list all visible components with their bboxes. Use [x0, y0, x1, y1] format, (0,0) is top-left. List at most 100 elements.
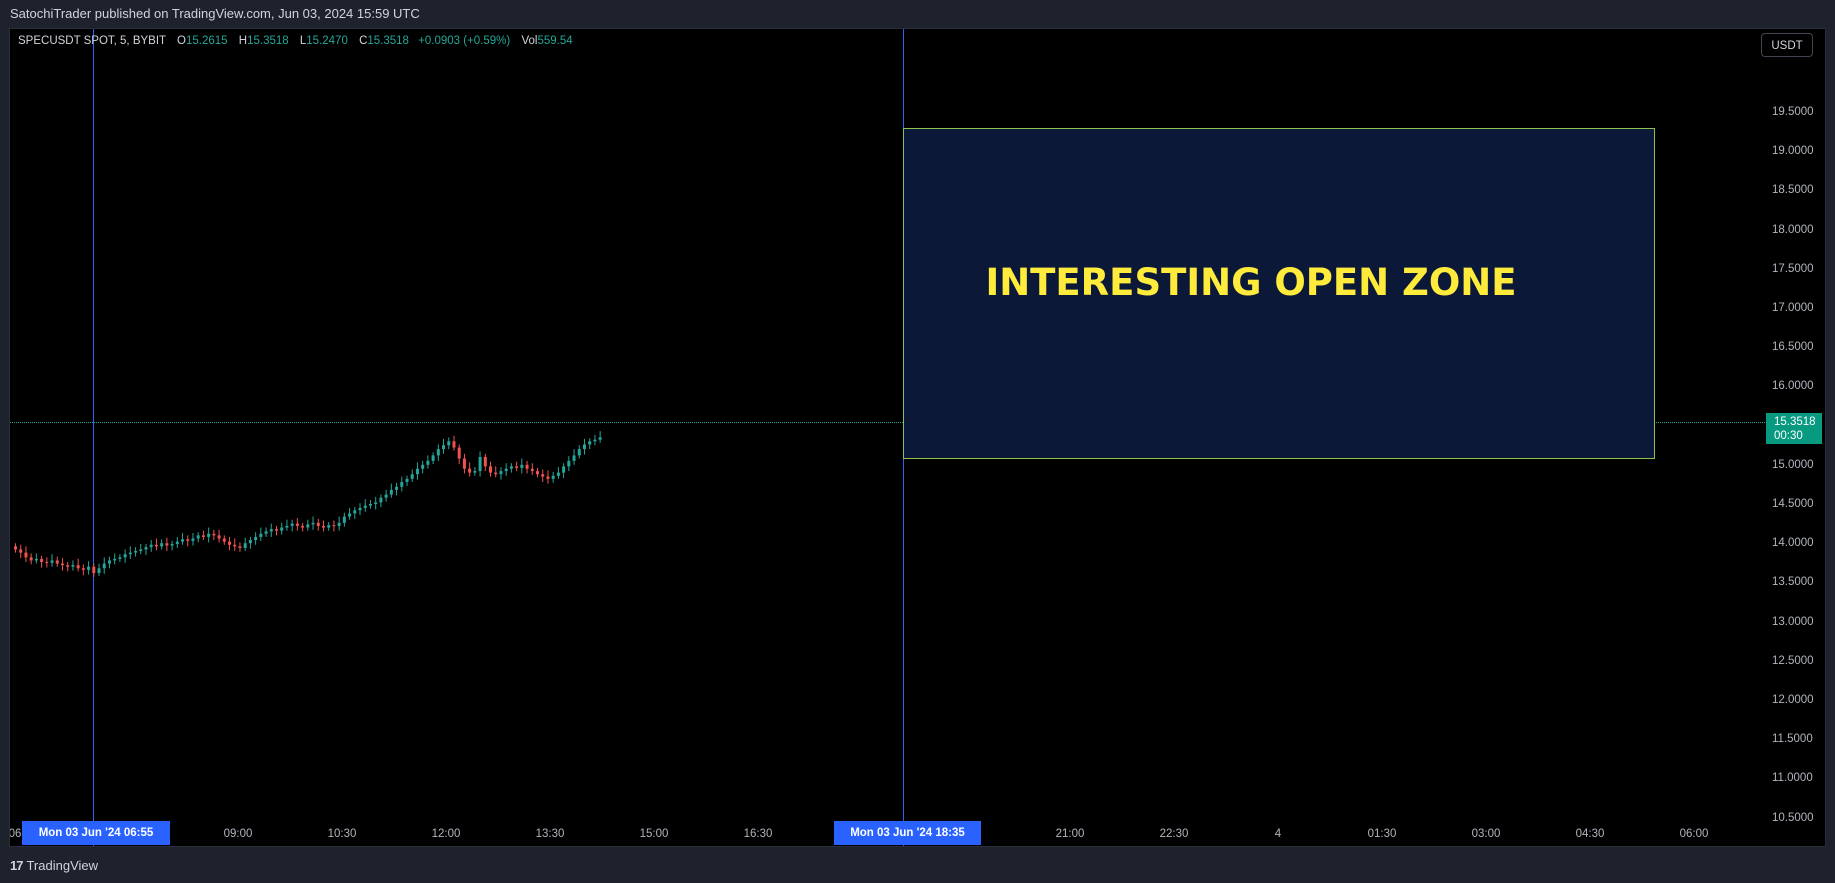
price-axis-label: 19.5000	[1772, 106, 1814, 118]
time-axis-label: 4	[1274, 828, 1282, 840]
candle-body	[462, 458, 466, 469]
candle-body	[14, 546, 17, 550]
candle-body	[113, 558, 117, 561]
candle-body	[55, 560, 59, 564]
candle-body	[29, 557, 33, 561]
candle-body	[118, 557, 122, 559]
candle-body	[572, 455, 576, 461]
candle-body	[275, 529, 278, 531]
candle-body	[71, 565, 75, 567]
price-axis-label: 14.5000	[1772, 498, 1814, 510]
candle-body	[421, 464, 425, 469]
candle-body	[139, 549, 143, 552]
price-axis-label: 17.0000	[1772, 302, 1814, 314]
candle-body	[50, 560, 54, 563]
candle-body	[447, 441, 451, 446]
candle-body	[525, 464, 529, 469]
candle-body	[165, 543, 169, 546]
candle-body	[264, 531, 268, 534]
candle-body	[436, 449, 440, 456]
candle-body	[332, 525, 336, 527]
candle-body	[358, 507, 362, 511]
price-axis-label: 13.0000	[1772, 615, 1814, 628]
candle-body	[40, 558, 44, 563]
legend-low-value: 15.2470	[306, 35, 348, 47]
candle-body	[154, 544, 158, 547]
chart-frame[interactable]: INTERESTING OPEN ZONE SPECUSDT SPOT, 5, …	[9, 28, 1826, 847]
candle-body	[567, 460, 571, 467]
price-axis-label: 17.5000	[1772, 262, 1814, 275]
current-price-tag: 15.3518 00:30	[1766, 413, 1822, 444]
tradingview-logo[interactable]: 17 TradingView	[10, 858, 98, 873]
candle-body	[175, 541, 179, 544]
candle-body	[254, 536, 258, 541]
legend-high-key: H	[238, 35, 248, 47]
time-axis-label: 06	[9, 828, 22, 840]
price-axis-label: 18.5000	[1772, 184, 1814, 197]
legend-open-key: O	[177, 35, 186, 47]
candle-body	[301, 525, 305, 528]
currency-button[interactable]: USDT	[1761, 33, 1813, 57]
candle-body	[19, 549, 23, 553]
candle-body	[191, 538, 195, 541]
time-axis-label: 09:00	[223, 828, 253, 840]
candle-body	[186, 539, 190, 541]
price-axis-label: 18.0000	[1772, 223, 1814, 236]
candle-body	[92, 566, 96, 573]
legend-vol-key: Vol	[521, 35, 538, 47]
candle-body	[87, 566, 91, 570]
price-axis-label: 13.5000	[1772, 576, 1814, 589]
publish-title: SatochiTrader published on TradingView.c…	[10, 6, 420, 21]
price-axis-label: 11.0000	[1772, 772, 1813, 785]
open-zone-label: INTERESTING OPEN ZONE	[985, 261, 1517, 304]
candle-body	[442, 445, 446, 450]
candle-body	[348, 513, 352, 517]
legend-change: +0.0903 (+0.59%)	[418, 35, 511, 47]
candle-body	[259, 533, 263, 537]
candle-body	[483, 456, 487, 467]
legend-symbol[interactable]: SPECUSDT SPOT, 5, BYBIT	[18, 35, 166, 47]
candle-body	[353, 510, 357, 514]
candle-body	[295, 523, 299, 526]
candle-body	[311, 522, 315, 525]
footer-bar: 17 TradingView	[0, 847, 1835, 883]
candle-body	[102, 563, 106, 569]
candle-body	[395, 486, 399, 490]
candle-body	[530, 468, 534, 472]
current-price-countdown: 00:30	[1774, 430, 1803, 442]
candle-body	[504, 468, 508, 472]
time-axis-label: 01:30	[1367, 828, 1397, 840]
symbol-legend: SPECUSDT SPOT, 5, BYBIT O15.2615 H15.351…	[18, 35, 573, 47]
time-axis-label: 12:00	[431, 828, 461, 840]
legend-vol-value: 559.54	[537, 35, 573, 47]
time-axis-label: 10:30	[327, 828, 357, 840]
candle-body	[24, 552, 28, 558]
candle-body	[520, 464, 524, 468]
candle-body	[588, 441, 592, 445]
candle-body	[374, 502, 378, 504]
candle-body	[228, 541, 232, 545]
candle-body	[316, 522, 320, 526]
time-axis-label: 13:30	[535, 828, 565, 840]
publish-header: SatochiTrader published on TradingView.c…	[0, 0, 1835, 28]
candle-body	[134, 551, 138, 553]
time-axis-label: 15:00	[639, 828, 669, 840]
candle-body	[306, 524, 310, 528]
candle-body	[452, 441, 456, 448]
open-zone-rectangle[interactable]: INTERESTING OPEN ZONE	[903, 128, 1655, 459]
tradingview-logo-icon: 17	[10, 858, 24, 873]
candle-body	[196, 535, 200, 539]
candle-body	[478, 456, 482, 472]
candle-body	[509, 466, 513, 469]
tradingview-brand: TradingView	[26, 858, 99, 873]
vertical-marker-line-1[interactable]	[93, 29, 94, 846]
candle-body	[546, 476, 550, 479]
price-axis-label: 19.0000	[1772, 145, 1814, 158]
candle-body	[285, 525, 289, 528]
price-axis-label: 14.0000	[1772, 537, 1814, 550]
candle-body	[269, 529, 273, 532]
candle-body	[342, 516, 346, 523]
candle-body	[541, 474, 545, 477]
time-axis-label: 16:30	[743, 828, 773, 840]
candle-body	[368, 504, 372, 506]
